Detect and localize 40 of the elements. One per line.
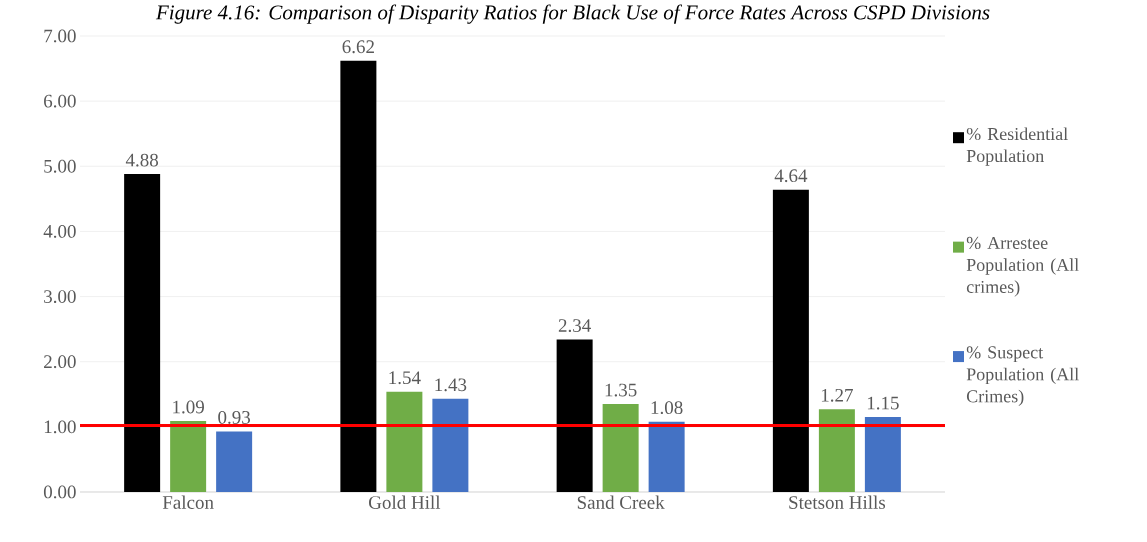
bar bbox=[648, 421, 685, 492]
x-tick-label: Stetson Hills bbox=[789, 495, 886, 509]
data-label: 0.93 bbox=[218, 410, 251, 424]
legend-label: % Arrestee Population (All crimes) bbox=[966, 236, 1079, 297]
data-label: 4.64 bbox=[774, 169, 808, 183]
data-label: 2.34 bbox=[558, 319, 591, 333]
bar bbox=[864, 417, 901, 492]
y-tick-label: 0.00 bbox=[43, 485, 76, 499]
x-tick-label: Sand Creek bbox=[577, 495, 665, 509]
bar bbox=[818, 409, 855, 492]
bar bbox=[386, 391, 423, 492]
data-label: 1.35 bbox=[605, 383, 637, 397]
y-tick-label: 7.00 bbox=[44, 29, 76, 43]
y-tick-label: 1.00 bbox=[44, 420, 76, 434]
legend-label: % Residential Population bbox=[966, 127, 1068, 166]
data-label: 1.27 bbox=[821, 388, 853, 402]
data-label: 1.09 bbox=[173, 400, 204, 414]
x-tick-label: Gold Hill bbox=[369, 495, 441, 509]
data-label: 6.62 bbox=[342, 40, 374, 54]
data-label: 1.54 bbox=[389, 371, 421, 385]
bar bbox=[340, 60, 377, 492]
y-tick-label: 5.00 bbox=[44, 159, 76, 173]
y-tick-label: 4.00 bbox=[43, 224, 76, 238]
data-label: 4.88 bbox=[125, 153, 159, 167]
data-label: 1.08 bbox=[651, 401, 683, 415]
x-tick-label: Falcon bbox=[162, 495, 214, 509]
data-label: 1.15 bbox=[867, 396, 899, 410]
chart-title: Figure 4.16: Comparison of Disparity Ratios for Black Use of Force Rates Across CSPD Divisions bbox=[155, 4, 990, 24]
bar bbox=[124, 174, 161, 492]
bar bbox=[216, 431, 253, 492]
bar bbox=[772, 189, 809, 492]
y-tick-label: 3.00 bbox=[44, 290, 76, 304]
y-tick-label: 2.00 bbox=[44, 355, 76, 369]
y-tick-label: 6.00 bbox=[44, 94, 76, 108]
data-label: 1.43 bbox=[435, 378, 467, 392]
bar bbox=[602, 404, 639, 492]
bar bbox=[556, 339, 593, 492]
legend-label: % Suspect Population (All Crimes) bbox=[966, 346, 1079, 407]
bar bbox=[432, 398, 469, 492]
bar bbox=[170, 420, 207, 492]
